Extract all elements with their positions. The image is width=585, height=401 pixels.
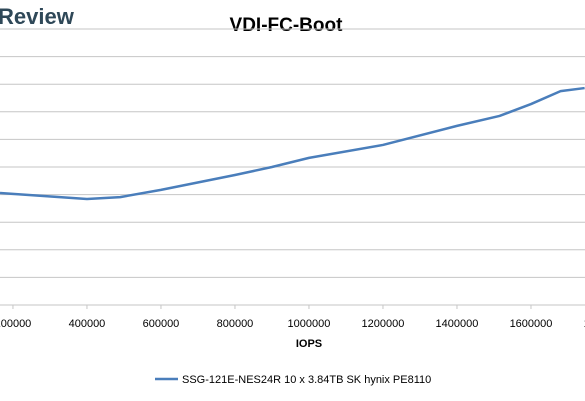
legend-label: SSG-121E-NES24R 10 x 3.84TB SK hynix PE8…	[182, 374, 431, 386]
x-tick-label: 800000	[217, 318, 254, 330]
series-line	[0, 86, 585, 201]
x-axis-label: IOPS	[296, 338, 322, 350]
x-tick-label: 1600000	[510, 318, 553, 330]
watermark: Review	[0, 4, 75, 29]
x-tick-label: 400000	[69, 318, 106, 330]
x-tick-label: 1800000	[584, 318, 585, 330]
x-tick-label: 1000000	[288, 318, 331, 330]
x-tick-label: 600000	[143, 318, 180, 330]
x-tick-label: 1400000	[436, 318, 479, 330]
x-tick-label: 1200000	[362, 318, 405, 330]
x-tick-label: 200000	[0, 318, 31, 330]
chart-title: VDI-FC-Boot	[230, 15, 344, 36]
